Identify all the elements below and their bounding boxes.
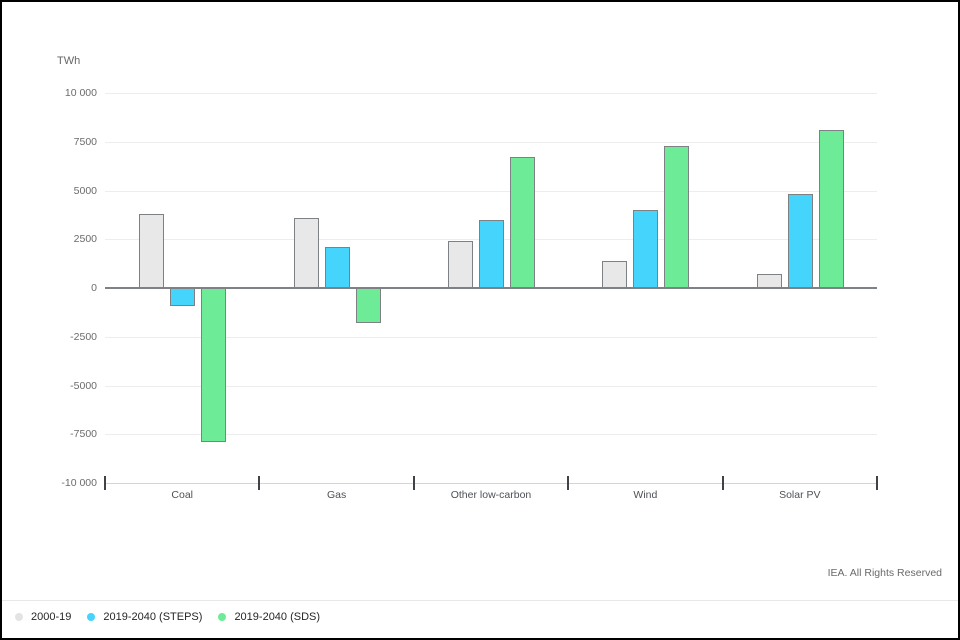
bar-solar-pv-series-0[interactable] (756, 274, 782, 288)
y-tick-label: 7500 (73, 135, 97, 148)
copyright-text: IEA. All Rights Reserved (827, 567, 942, 579)
x-tick-label: Solar PV (779, 489, 821, 501)
x-axis-tick (567, 476, 570, 490)
gridline (105, 93, 877, 94)
x-tick-label: Wind (633, 489, 658, 501)
bar-solar-pv-series-1[interactable] (787, 194, 813, 288)
legend-item-0[interactable]: 2000-19 (15, 611, 71, 623)
gridline (105, 190, 877, 192)
bar-wind-series-0[interactable] (602, 260, 628, 288)
legend-label: 2019-2040 (STEPS) (103, 611, 203, 623)
y-axis-labels: 10 000 7500 5000 2500 0 -2500 -5000 -7500 -10 00… (2, 87, 97, 489)
legend-swatch-icon (15, 613, 23, 621)
y-tick-label: -5000 (70, 379, 97, 392)
x-tick-label: Gas (326, 489, 347, 501)
x-axis-tick (104, 476, 106, 490)
y-tick-label: -10 000 (61, 477, 97, 489)
bar-other-low-carbon-series-0[interactable] (448, 241, 473, 288)
legend-label: 2019-2040 (SDS) (234, 611, 321, 623)
legend-swatch-icon (218, 613, 227, 621)
bar-other-low-carbon-series-2[interactable] (510, 157, 535, 288)
gridline (105, 336, 877, 338)
gridline (105, 385, 877, 387)
x-axis-tick (412, 476, 415, 490)
legend-item-2[interactable]: 2019-2040 (SDS) (218, 611, 320, 623)
bar-solar-pv-series-2[interactable] (818, 130, 844, 288)
y-axis-unit-label: TWh (57, 55, 81, 67)
bar-wind-series-1[interactable] (633, 210, 659, 288)
y-tick-label: 0 (91, 282, 97, 294)
legend-item-1[interactable]: 2019-2040 (STEPS) (87, 611, 202, 623)
y-tick-label: 10 000 (64, 87, 97, 99)
bar-gas-series-1[interactable] (324, 247, 350, 288)
legend-label: 2000-19 (31, 611, 72, 623)
y-tick-label: 2500 (73, 233, 97, 246)
x-axis-line (105, 483, 877, 484)
bar-gas-series-0[interactable] (293, 217, 319, 288)
bar-wind-series-2[interactable] (664, 145, 690, 288)
y-tick-label: -2500 (70, 330, 97, 343)
x-axis-tick (258, 476, 261, 490)
y-tick-label: 5000 (73, 184, 97, 197)
x-axis-labels: Coal Gas Other low-carbon Wind Solar PV (105, 489, 877, 503)
legend: 2000-19 2019-2040 (STEPS) 2019-2040 (SDS) (15, 611, 320, 623)
zero-line (105, 287, 877, 289)
bar-gas-series-2[interactable] (355, 288, 381, 324)
bar-coal-series-0[interactable] (139, 213, 165, 288)
y-tick-label: -7500 (70, 428, 97, 441)
x-tick-label: Other low-carbon (450, 489, 532, 501)
legend-separator (2, 600, 958, 601)
bar-coal-series-2[interactable] (201, 288, 227, 443)
x-axis-tick (721, 476, 724, 490)
gridline (105, 434, 877, 436)
bar-other-low-carbon-series-1[interactable] (479, 219, 504, 288)
plot-area (104, 93, 878, 490)
x-axis-tick (876, 476, 878, 490)
legend-swatch-icon (87, 613, 96, 621)
gridline (105, 141, 877, 143)
x-tick-label: Coal (171, 489, 193, 501)
bar-coal-series-1[interactable] (170, 288, 196, 306)
